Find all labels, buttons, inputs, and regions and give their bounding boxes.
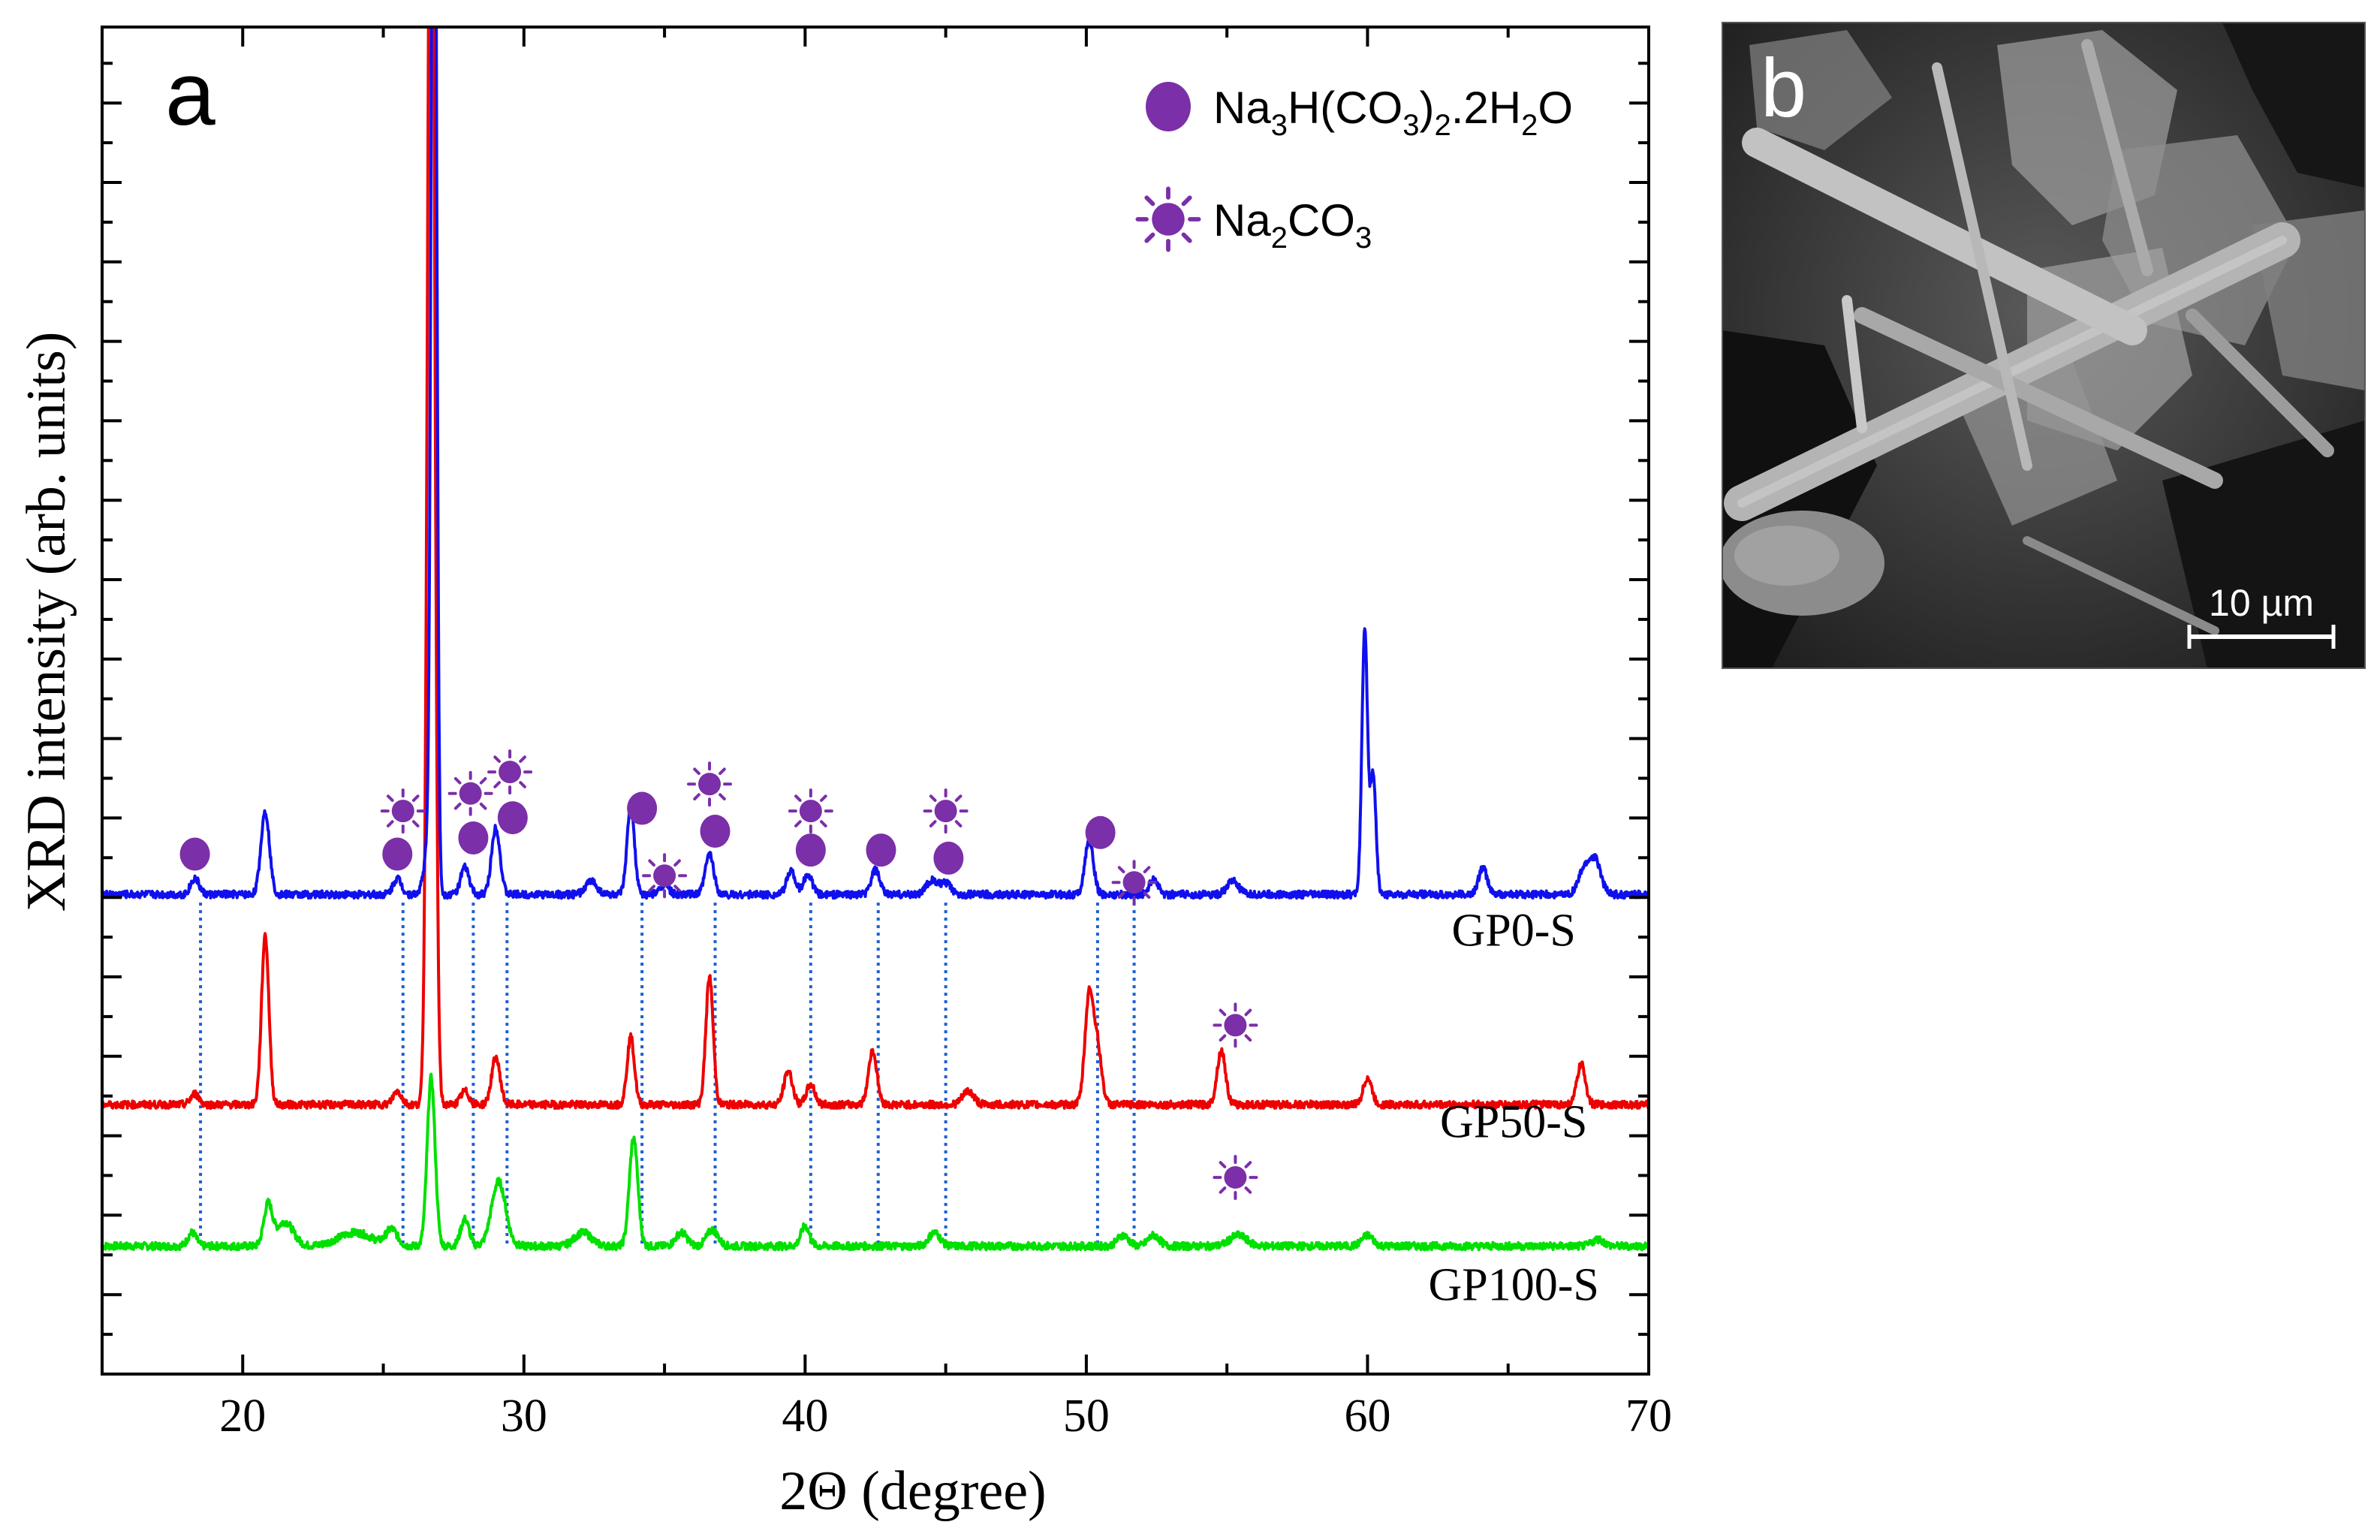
marker-na2co3 bbox=[687, 761, 733, 807]
marker-na2co3 bbox=[380, 788, 426, 834]
x-tick-label: 50 bbox=[1063, 1391, 1110, 1442]
x-tick-label: 20 bbox=[219, 1391, 266, 1442]
series-labels: GP0-S GP50-S GP100-S bbox=[1429, 906, 1599, 1311]
legend-text: Na bbox=[1213, 195, 1271, 246]
series-label-gp100-s: GP100-S bbox=[1429, 1259, 1599, 1310]
legend-text: Na bbox=[1213, 83, 1271, 133]
legend-label: Na3H(CO3)2.2H2O bbox=[1213, 83, 1573, 142]
legend-text: CO bbox=[1288, 195, 1355, 246]
scale-bar-label: 10 µm bbox=[2209, 582, 2314, 624]
series-gp100-s-line bbox=[102, 1072, 1649, 1252]
marker-na3hco3 bbox=[933, 841, 964, 875]
legend-text: ) bbox=[1420, 83, 1435, 133]
legend-circle-marker bbox=[1146, 82, 1191, 131]
marker-na3hco3 bbox=[795, 833, 826, 867]
x-tick-label: 60 bbox=[1344, 1391, 1390, 1442]
sem-micrograph: b 10 µm bbox=[1722, 22, 2366, 669]
marker-na3hco3 bbox=[700, 815, 731, 848]
marker-na2co3 bbox=[788, 788, 833, 834]
marker-na2co3 bbox=[1213, 1002, 1258, 1048]
axes bbox=[101, 26, 1650, 1376]
y-axis-label: XRD intensity (arb. units) bbox=[16, 332, 77, 912]
marker-na3hco3 bbox=[1085, 815, 1116, 849]
marker-na2co3 bbox=[447, 770, 493, 816]
phase-markers bbox=[179, 749, 1258, 1201]
legend-text: O bbox=[1538, 83, 1573, 133]
legend-subscript: 2 bbox=[1271, 222, 1288, 255]
series-label-gp0-s: GP0-S bbox=[1452, 906, 1576, 957]
legend-subscript: 3 bbox=[1355, 222, 1372, 255]
legend-sun-marker bbox=[1135, 186, 1201, 252]
x-tick-label: 40 bbox=[782, 1391, 828, 1442]
marker-na3hco3 bbox=[627, 791, 658, 825]
axis-ticks: 20 30 40 50 60 70 bbox=[101, 27, 1672, 1442]
xrd-chart: 20 30 40 50 60 70 a 2Θ (degree) XRD intensity… bbox=[16, 26, 1672, 1522]
x-tick-label: 30 bbox=[501, 1391, 547, 1442]
legend-subscript: 3 bbox=[1402, 109, 1419, 142]
x-tick-label: 70 bbox=[1625, 1391, 1672, 1442]
series-gp0-s-line bbox=[102, 27, 1649, 900]
scale-bar: 10 µm bbox=[2187, 582, 2336, 649]
marker-na3hco3 bbox=[179, 837, 210, 871]
x-axis-label: 2Θ (degree) bbox=[779, 1460, 1046, 1522]
marker-na3hco3 bbox=[382, 837, 413, 871]
marker-na2co3 bbox=[1111, 860, 1157, 906]
marker-na2co3 bbox=[923, 788, 969, 834]
marker-na3hco3 bbox=[458, 821, 489, 854]
legend-subscript: 3 bbox=[1271, 109, 1288, 142]
panel-b-label: b bbox=[1761, 42, 1806, 134]
marker-na2co3 bbox=[1213, 1155, 1258, 1201]
series-gp50-s-line bbox=[102, 27, 1649, 1111]
marker-na3hco3 bbox=[866, 833, 896, 867]
legend-label: Na2CO3 bbox=[1213, 195, 1372, 255]
xrd-curves bbox=[102, 27, 1649, 1252]
legend-text: H(CO bbox=[1288, 83, 1402, 133]
legend-subscript: 2 bbox=[1435, 109, 1451, 142]
legend-subscript: 2 bbox=[1521, 109, 1538, 142]
marker-na3hco3 bbox=[497, 801, 528, 835]
plot-frame bbox=[101, 26, 1650, 1376]
marker-na2co3 bbox=[487, 749, 533, 795]
reference-lines bbox=[199, 903, 1136, 1245]
legend-text: .2H bbox=[1451, 83, 1521, 133]
series-label-gp50-s: GP50-S bbox=[1440, 1096, 1587, 1147]
marker-na2co3 bbox=[642, 853, 688, 899]
panel-a-label: a bbox=[165, 44, 215, 144]
